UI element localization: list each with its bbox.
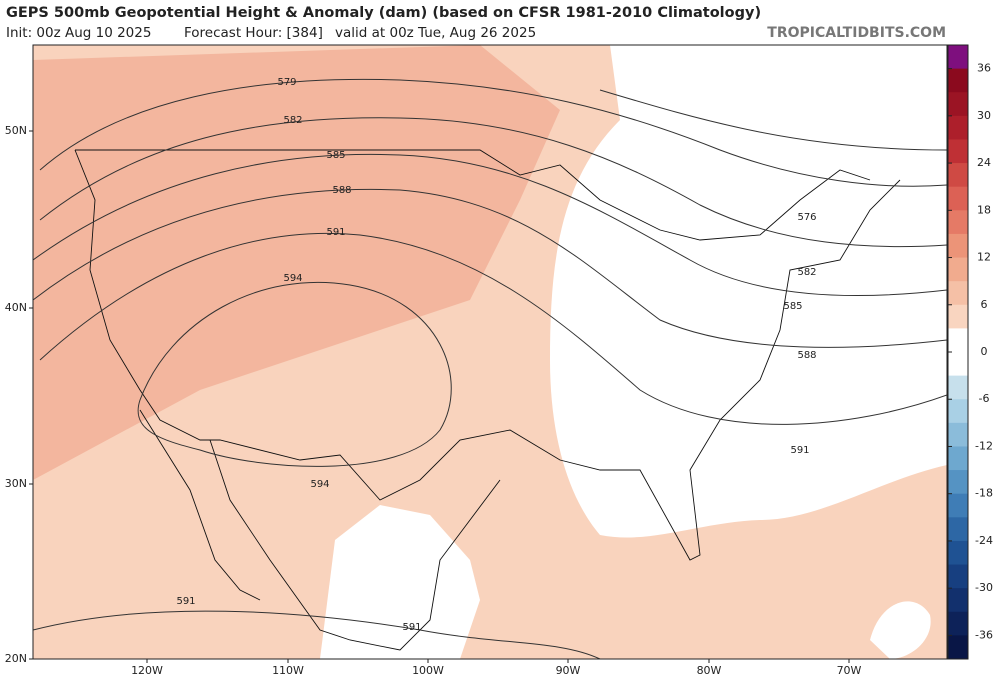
contour xyxy=(39,78,947,187)
contour-label: 591 xyxy=(326,227,345,238)
forecast-hour: Forecast Hour: [384] xyxy=(184,25,323,41)
contour-label: 594 xyxy=(310,479,329,490)
colorbar-label: 18 xyxy=(977,203,991,216)
colorbar-segment xyxy=(948,493,968,518)
colorbar-segment xyxy=(948,68,968,93)
contour xyxy=(137,281,452,467)
colorbar-segment xyxy=(948,470,968,495)
map-area xyxy=(33,45,947,659)
colorbar-segment xyxy=(948,139,968,164)
colorbar-label: -24 xyxy=(975,534,993,547)
anomaly-field xyxy=(550,45,947,538)
contour-label: 582 xyxy=(283,115,302,126)
anomaly-field xyxy=(320,505,480,659)
colorbar-label: 36 xyxy=(977,62,991,75)
lon-label: 110W xyxy=(272,664,304,677)
colorbar-segment xyxy=(948,564,968,589)
colorbar-segment xyxy=(948,399,968,424)
map-frame xyxy=(32,44,948,660)
colorbar-label: -12 xyxy=(975,439,993,452)
contour xyxy=(39,232,947,425)
contour xyxy=(33,153,947,297)
colorbar-label: -30 xyxy=(975,581,993,594)
lon-label: 90W xyxy=(556,664,581,677)
contour-label: 591 xyxy=(176,596,195,607)
site-name: TROPICALTIDBITS.COM xyxy=(767,25,946,41)
contour-label: 582 xyxy=(797,267,816,278)
colorbar-segment xyxy=(948,163,968,188)
lon-label: 100W xyxy=(412,664,444,677)
colorbar-label: -6 xyxy=(979,392,990,405)
anomaly-field xyxy=(870,601,931,659)
contour xyxy=(33,610,601,659)
contour-label: 576 xyxy=(797,212,816,223)
colorbar-label: 6 xyxy=(981,298,988,311)
anomaly-field xyxy=(33,45,560,480)
colorbar-segment xyxy=(948,352,968,377)
colorbar-segment xyxy=(948,611,968,636)
contour-label: 591 xyxy=(402,622,421,633)
colorbar-segment xyxy=(948,635,968,660)
colorbar-label: 0 xyxy=(981,345,988,358)
contour-label: 594 xyxy=(283,273,302,284)
colorbar-segment xyxy=(948,92,968,117)
border xyxy=(75,149,871,241)
contour xyxy=(39,117,947,248)
colorbar-segment xyxy=(948,115,968,140)
lon-label: 120W xyxy=(131,664,163,677)
contour-label: 588 xyxy=(797,350,816,361)
colorbar-segment xyxy=(948,422,968,447)
contour-label: 579 xyxy=(277,77,296,88)
colorbar-segment xyxy=(948,304,968,329)
lon-label: 80W xyxy=(697,664,722,677)
contour xyxy=(599,89,947,151)
colorbar-segment xyxy=(948,588,968,613)
colorbar-label: 12 xyxy=(977,251,991,264)
colorbar-segment xyxy=(948,446,968,471)
colorbar-segment xyxy=(948,328,968,353)
title: GEPS 500mb Geopotential Height & Anomaly… xyxy=(6,5,761,21)
lat-label: 50N xyxy=(5,124,27,137)
colorbar-segment xyxy=(948,210,968,235)
colorbar-segment xyxy=(948,45,968,70)
colorbar-segment xyxy=(948,186,968,211)
lon-label: 70W xyxy=(837,664,862,677)
colorbar-segment xyxy=(948,375,968,400)
contour-label: 591 xyxy=(790,445,809,456)
init-time: Init: 00z Aug 10 2025 xyxy=(6,25,151,41)
colorbar-segment xyxy=(948,517,968,542)
lat-label: 20N xyxy=(5,652,27,665)
contour-label: 588 xyxy=(332,185,351,196)
contour xyxy=(33,188,947,348)
colorbar-label: 30 xyxy=(977,109,991,122)
border xyxy=(74,149,901,561)
contour-label: 585 xyxy=(783,301,802,312)
colorbar-segment xyxy=(948,233,968,259)
colorbar-segment xyxy=(948,257,968,282)
contour-label: 585 xyxy=(326,150,345,161)
colorbar-segment xyxy=(948,281,968,306)
lat-label: 30N xyxy=(5,477,27,490)
border xyxy=(139,409,261,601)
colorbar-label: 24 xyxy=(977,156,991,169)
colorbar-label: -18 xyxy=(975,487,993,500)
border xyxy=(209,439,501,651)
lat-label: 40N xyxy=(5,301,27,314)
valid-time: valid at 00z Tue, Aug 26 2025 xyxy=(335,25,536,41)
colorbar-label: -36 xyxy=(975,628,993,641)
colorbar-segment xyxy=(948,540,968,566)
